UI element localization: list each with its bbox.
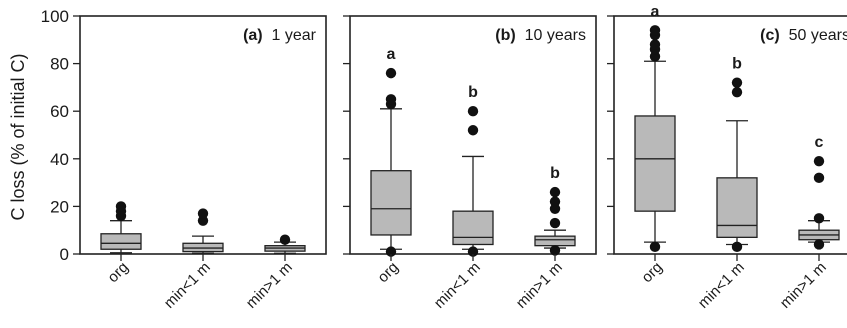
x-tick-label: min<1 m [431,259,484,312]
panel-2-duration: 10 years [516,27,586,44]
outlier-point [549,186,561,198]
outlier-point [279,234,291,245]
outlier-point [813,172,825,184]
panel-2-letter: (b) [495,27,515,44]
outlier-point [385,67,397,79]
significance-letter: a [651,3,660,20]
x-tick-label: min<1 m [161,259,214,312]
outlier-point [813,239,825,250]
x-tick-label: min>1 m [777,259,830,312]
y-tick-label: 100 [41,7,69,26]
y-tick-label: 40 [50,150,69,169]
significance-letter: b [732,56,742,73]
x-tick-label: org [104,259,131,286]
outlier-point [549,245,561,256]
x-tick-label: org [374,259,401,286]
significance-letter: a [387,46,396,63]
y-tick-label: 0 [60,245,69,264]
x-tick-label: min<1 m [695,259,748,312]
box-org [634,115,676,212]
x-tick-label: min>1 m [513,259,566,312]
box-min>1 m [534,235,576,247]
outlier-point [813,155,825,167]
outlier-point [385,94,397,105]
y-axis-label: C loss (% of initial C) [8,53,28,220]
panel-1-duration: 1 year [263,27,317,44]
significance-letter: b [550,165,560,182]
panel-1-label: (a) 1 year [243,27,317,44]
y-tick-label: 80 [50,55,69,74]
outlier-point [731,86,743,98]
outlier-point [549,217,561,229]
box-min<1 m [452,210,494,246]
outlier-point [467,106,479,117]
x-tick-label: org [638,259,665,286]
outlier-point [813,213,825,224]
box-org [100,233,142,250]
outlier-point [385,246,397,257]
panel-3-duration: 50 years [780,27,847,44]
panel-2-label: (b) 10 years [495,27,586,44]
significance-letter: b [468,84,478,101]
outlier-point [467,246,479,257]
outlier-point [649,51,661,62]
panel-3-label: (c) 50 years [760,27,847,44]
outlier-point [549,196,561,207]
outlier-point [115,201,127,212]
panel-3-letter: (c) [760,27,780,44]
outlier-point [649,25,661,36]
outlier-point [731,241,743,253]
significance-letter: c [815,134,824,151]
y-tick-label: 60 [50,102,69,121]
panel-1-letter: (a) [243,27,263,44]
box-org [370,170,412,236]
outlier-point [649,241,661,253]
outlier-point [549,203,561,214]
outlier-point [197,208,209,219]
outlier-point [731,77,743,88]
outlier-point [197,215,209,226]
box-min<1 m [716,177,758,238]
y-tick-label: 20 [50,197,69,216]
outlier-point [467,125,479,136]
x-tick-label: min>1 m [243,259,296,312]
outlier-point [649,39,661,50]
